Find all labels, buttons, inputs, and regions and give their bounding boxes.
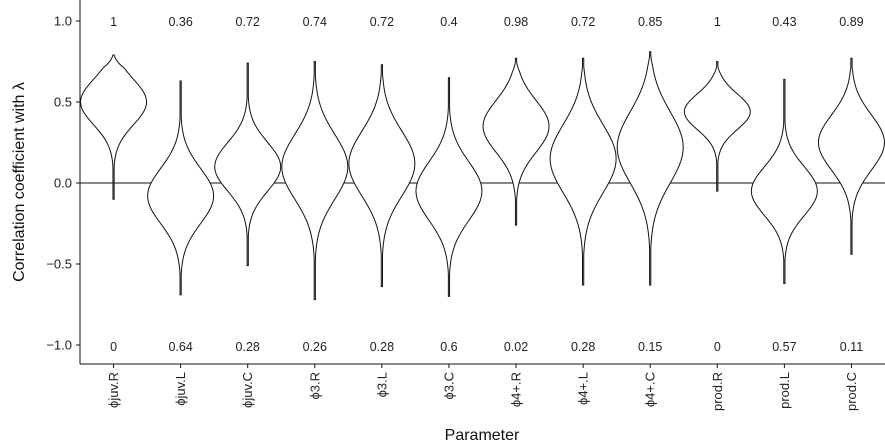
category-label: prod.C — [844, 372, 859, 411]
category-label: ϕjuv.R — [106, 372, 121, 408]
axes-group: −1.0 −0.5 0.0 0.5 1.0 — [46, 0, 885, 368]
violin-shape — [482, 57, 550, 226]
category-label: ϕ3.C — [441, 372, 456, 400]
violins-group — [80, 51, 885, 301]
category-label: prod.R — [710, 372, 725, 411]
bottom-annotation-label: 0.26 — [303, 340, 327, 354]
top-annotation-label: 0.72 — [370, 15, 394, 29]
bottom-annotation-label: 0 — [714, 340, 721, 354]
violin-shape — [348, 64, 416, 288]
y-tick-label: −0.5 — [46, 257, 72, 272]
y-tick-label: 0.0 — [54, 176, 72, 191]
bottom-annotation-label: 0.02 — [504, 340, 528, 354]
violin-shape — [281, 61, 349, 301]
bottom-annotation-label: 0.15 — [638, 340, 662, 354]
top-annotation-label: 0.85 — [638, 15, 662, 29]
bottom-annotation-label: 0.57 — [772, 340, 796, 354]
category-label: ϕ3.L — [374, 372, 389, 397]
y-tick-label: 0.5 — [54, 95, 72, 110]
category-label: ϕ4+.C — [643, 372, 658, 407]
violin-shape — [549, 57, 617, 286]
violin-shape — [817, 57, 885, 255]
bottom-annotation-label: 0.28 — [236, 340, 260, 354]
category-label: prod.L — [777, 372, 792, 409]
category-label: ϕjuv.C — [240, 372, 255, 408]
bottom-annotation-label: 0.6 — [440, 340, 457, 354]
top-annotation-label: 0.74 — [303, 15, 327, 29]
top-annotation-label: 0.98 — [504, 15, 528, 29]
top-annotation-label: 0.43 — [772, 15, 796, 29]
bottom-annotation-label: 0.11 — [840, 340, 863, 354]
bottom-annotation-label: 0.28 — [370, 340, 394, 354]
violin-shape — [415, 77, 483, 297]
y-tick-label: −1.0 — [46, 338, 72, 353]
top-annotation-label: 0.72 — [236, 15, 260, 29]
category-label: ϕjuv.L — [173, 372, 188, 406]
top-annotation-label: 0.4 — [440, 15, 457, 29]
labels-group: ϕjuv.R 1 0 ϕjuv.L 0.36 0.64 ϕjuv.C 0.72 0.28 ϕ3.R… — [106, 15, 864, 411]
top-annotation-label: 1 — [714, 15, 721, 29]
top-annotation-label: 1 — [110, 15, 117, 29]
bottom-annotation-label: 0 — [110, 340, 117, 354]
violin-shape — [750, 78, 818, 284]
bottom-annotation-label: 0.28 — [571, 340, 595, 354]
y-axis-title: Correlation coefficient with λ — [11, 82, 28, 282]
violin-shape — [80, 54, 148, 200]
violin-shape — [147, 80, 215, 296]
bottom-annotation-label: 0.64 — [168, 340, 192, 354]
y-tick-label: 1.0 — [54, 14, 72, 29]
category-label: ϕ4+.L — [576, 372, 591, 405]
violin-shape — [616, 51, 684, 286]
category-label: ϕ3.R — [307, 372, 322, 400]
top-annotation-label: 0.89 — [839, 15, 863, 29]
violin-shape — [214, 62, 282, 267]
x-axis-title: Parameter — [445, 427, 520, 444]
category-label: ϕ4+.R — [509, 372, 524, 407]
violin-shape — [683, 61, 751, 192]
top-annotation-label: 0.72 — [571, 15, 595, 29]
top-annotation-label: 0.36 — [168, 15, 192, 29]
